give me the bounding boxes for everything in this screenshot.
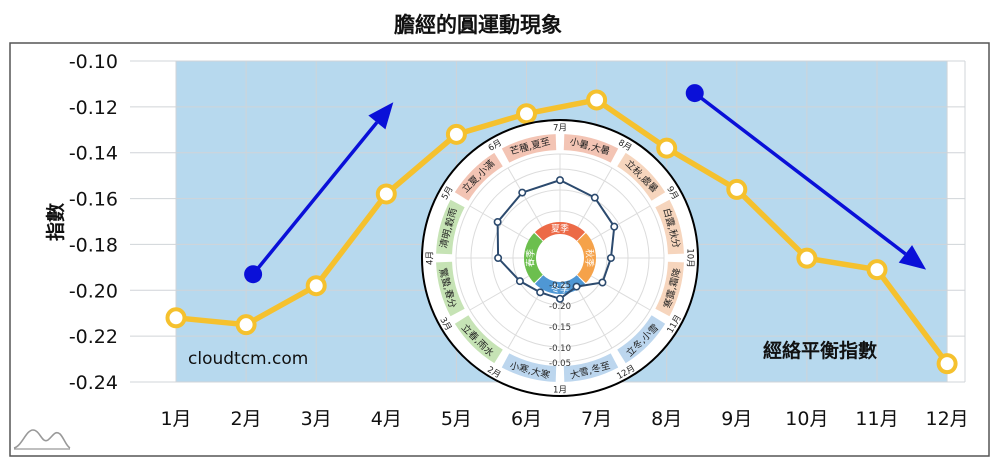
x-tick-label: 4月 (371, 408, 402, 430)
data-point (375, 183, 397, 205)
solar-term-sector (563, 134, 619, 163)
x-tick-label: 9月 (721, 408, 752, 430)
radar-spoke (572, 280, 613, 349)
trend-arrow (693, 91, 927, 270)
y-tick-label: -0.22 (69, 326, 118, 348)
radar-inset: 小暑,大暑立秋,處暑白露,秋分寒露,霜降立冬,小雪大雪,冬至小寒,大寒立春,雨水… (421, 119, 699, 397)
x-tick-label: 12月 (926, 408, 969, 430)
series-line (175, 97, 950, 366)
radar-outer-circle (421, 119, 699, 397)
radar-month-label: 1月 (553, 386, 567, 396)
solar-term-sector (655, 199, 684, 255)
y-tick-label: -0.16 (69, 189, 118, 211)
solar-term-sector (501, 353, 557, 382)
radar-data-point (518, 188, 527, 197)
chart-frame (9, 42, 990, 457)
y-tick-label: -0.14 (69, 143, 118, 165)
season-sector (524, 232, 543, 284)
radar-tick-label: -0.15 (549, 323, 571, 333)
solar-term-sector (454, 152, 503, 201)
y-axis-label: 指數 (45, 203, 67, 241)
season-sector (577, 232, 596, 284)
x-tick-label: 2月 (231, 408, 262, 430)
season-label: 秋季 (584, 249, 596, 267)
data-point (656, 137, 678, 159)
arrow-start-dot (685, 84, 704, 103)
radar-data-point (598, 278, 607, 287)
data-point (165, 307, 187, 329)
x-tick-label: 10月 (785, 408, 828, 430)
x-tick-label: 11月 (855, 408, 898, 430)
season-sector (534, 222, 586, 241)
radar-tick-label: -0.05 (549, 359, 571, 369)
trend-arrow (251, 102, 394, 276)
x-tick-label: 8月 (651, 408, 682, 430)
radar-tick-label: -0.20 (549, 302, 571, 312)
radar-data-point (515, 277, 524, 286)
radar-month-label: 4月 (426, 251, 436, 265)
chart-title: 膽經的圓運動現象 (394, 13, 562, 37)
watermark-text: cloudtcm.com (188, 349, 308, 369)
season-label: 夏季 (551, 223, 569, 235)
radar-tick-label: -0.10 (549, 344, 571, 354)
solar-term-sector (617, 315, 666, 364)
series-label: 經絡平衡指數 (763, 339, 877, 362)
data-point (305, 275, 327, 297)
x-tick-label: 6月 (511, 408, 542, 430)
x-tick-label: 3月 (301, 408, 332, 430)
x-tick-label: 7月 (581, 408, 612, 430)
radar-spoke (469, 205, 538, 246)
radar-month-label: 7月 (553, 124, 567, 134)
radar-data-point (494, 254, 503, 263)
radar-spoke (469, 270, 538, 311)
radar-month-label: 10月 (685, 248, 695, 267)
x-tick-label: 1月 (160, 408, 191, 430)
radar-spoke (582, 270, 651, 311)
data-point (936, 353, 958, 375)
solar-term-sector (436, 199, 465, 255)
y-tick-label: -0.12 (69, 97, 118, 119)
radar-data-point (555, 294, 564, 303)
y-tick-label: -0.20 (69, 280, 118, 302)
solar-term-sector (436, 261, 465, 317)
y-tick-label: -0.24 (69, 372, 118, 394)
radar-data-point (606, 254, 615, 263)
x-tick-label: 5月 (441, 408, 472, 430)
season-label: 冬季 (551, 283, 569, 295)
solar-term-sector (655, 261, 684, 317)
data-point (586, 89, 608, 111)
solar-term-sector (617, 152, 666, 201)
season-label: 春季 (525, 249, 537, 267)
solar-term-sector (501, 134, 557, 163)
radar-spoke (572, 167, 613, 236)
data-point (726, 178, 748, 200)
data-point (445, 123, 467, 145)
radar-spoke (507, 167, 548, 236)
data-point (516, 103, 537, 125)
data-point (796, 247, 818, 269)
data-point (235, 314, 257, 336)
radar-data-point (590, 193, 599, 202)
radar-data-point (493, 217, 502, 226)
y-tick-label: -0.18 (69, 234, 118, 256)
radar-data-point (610, 222, 619, 231)
radar-tick-label: -0.25 (549, 281, 571, 291)
logo-icon (13, 429, 71, 450)
solar-term-sector (563, 353, 619, 382)
radar-data-point (555, 176, 564, 185)
radar-data-point (572, 282, 581, 291)
arrow-start-dot (244, 265, 263, 284)
solar-term-sector (454, 315, 503, 364)
y-tick-label: -0.10 (69, 51, 118, 73)
radar-data-point (536, 288, 545, 297)
data-point (866, 259, 888, 281)
